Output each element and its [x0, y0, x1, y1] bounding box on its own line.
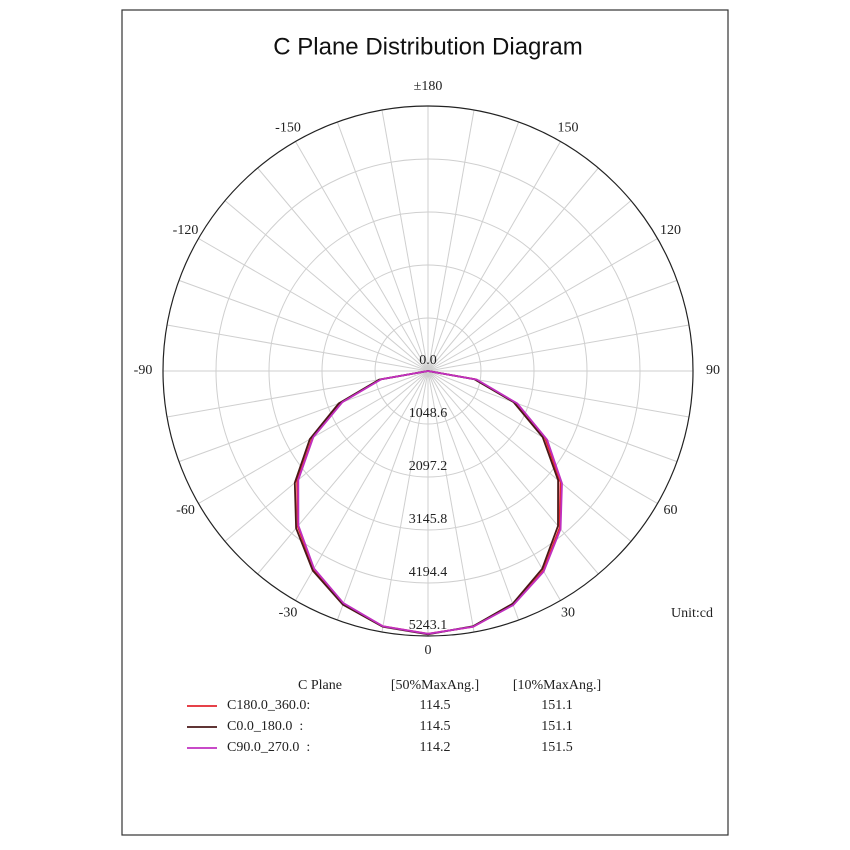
theta-tick-label: -60	[176, 503, 195, 518]
grid-ring	[215, 158, 641, 584]
spoke-line	[427, 200, 632, 372]
spoke-line	[336, 370, 429, 621]
theta-tick-label: -150	[275, 121, 301, 136]
spoke-line	[381, 109, 429, 372]
max-angle-50: 114.5	[420, 698, 451, 713]
grid-ring	[374, 317, 482, 425]
r-tick-label: 5243.1	[409, 618, 448, 633]
spoke-line	[381, 370, 429, 633]
intensity-curve	[297, 370, 563, 635]
theta-tick-label: -90	[134, 363, 153, 378]
r-tick-label: 1048.6	[409, 406, 448, 421]
spoke-line	[224, 200, 429, 372]
spoke-line	[295, 141, 429, 372]
grid-ring	[321, 264, 535, 478]
spoke-line	[224, 370, 429, 542]
max-angle-50: 114.5	[420, 719, 451, 734]
legend-label: C90.0_270.0 :	[227, 740, 310, 755]
spoke-line	[257, 370, 429, 575]
spoke-line	[427, 370, 632, 542]
spoke-line	[427, 370, 520, 621]
spoke-line	[257, 167, 429, 372]
theta-tick-label: 60	[663, 503, 677, 518]
max-angle-50: 114.2	[420, 740, 451, 755]
r-tick-label: 4194.4	[409, 565, 448, 580]
spoke-line	[427, 370, 599, 575]
spoke-line	[178, 370, 429, 463]
max-angle-10: 151.1	[541, 698, 573, 713]
theta-tick-label: -120	[173, 223, 199, 238]
r-tick-label: 0.0	[419, 353, 437, 368]
spoke-line	[336, 121, 429, 372]
table-header: [10%MaxAng.]	[513, 678, 601, 693]
table-header: [50%MaxAng.]	[391, 678, 479, 693]
r-tick-label: 3145.8	[409, 512, 448, 527]
spoke-line	[427, 141, 561, 372]
grid-ring	[268, 211, 588, 531]
unit-label: Unit:cd	[671, 606, 713, 621]
legend-label: C180.0_360.0:	[227, 698, 310, 713]
spoke-line	[427, 167, 599, 372]
r-tick-label: 2097.2	[409, 459, 448, 474]
spoke-line	[427, 370, 678, 463]
theta-tick-label: ±180	[414, 79, 443, 94]
theta-tick-label: 30	[561, 606, 575, 621]
max-angle-10: 151.5	[541, 740, 573, 755]
theta-tick-label: 120	[660, 223, 681, 238]
spoke-line	[427, 324, 690, 372]
spoke-line	[427, 370, 561, 601]
theta-tick-label: 90	[706, 363, 720, 378]
spoke-line	[166, 324, 429, 372]
outer-circle	[162, 105, 694, 637]
spoke-line	[198, 238, 429, 372]
spoke-line	[427, 238, 658, 372]
spoke-line	[427, 121, 520, 372]
spoke-line	[178, 279, 429, 372]
frame	[121, 9, 729, 836]
theta-tick-label: -30	[279, 606, 298, 621]
chart-title: C Plane Distribution Diagram	[273, 33, 582, 60]
table-header: C Plane	[298, 678, 342, 693]
spoke-line	[427, 370, 475, 633]
spoke-line	[427, 109, 475, 372]
legend-label: C0.0_180.0 :	[227, 719, 303, 734]
spoke-line	[295, 370, 429, 601]
theta-tick-label: 0	[425, 643, 432, 658]
spoke-line	[427, 279, 678, 372]
max-angle-10: 151.1	[541, 719, 573, 734]
theta-tick-label: 150	[558, 121, 579, 136]
